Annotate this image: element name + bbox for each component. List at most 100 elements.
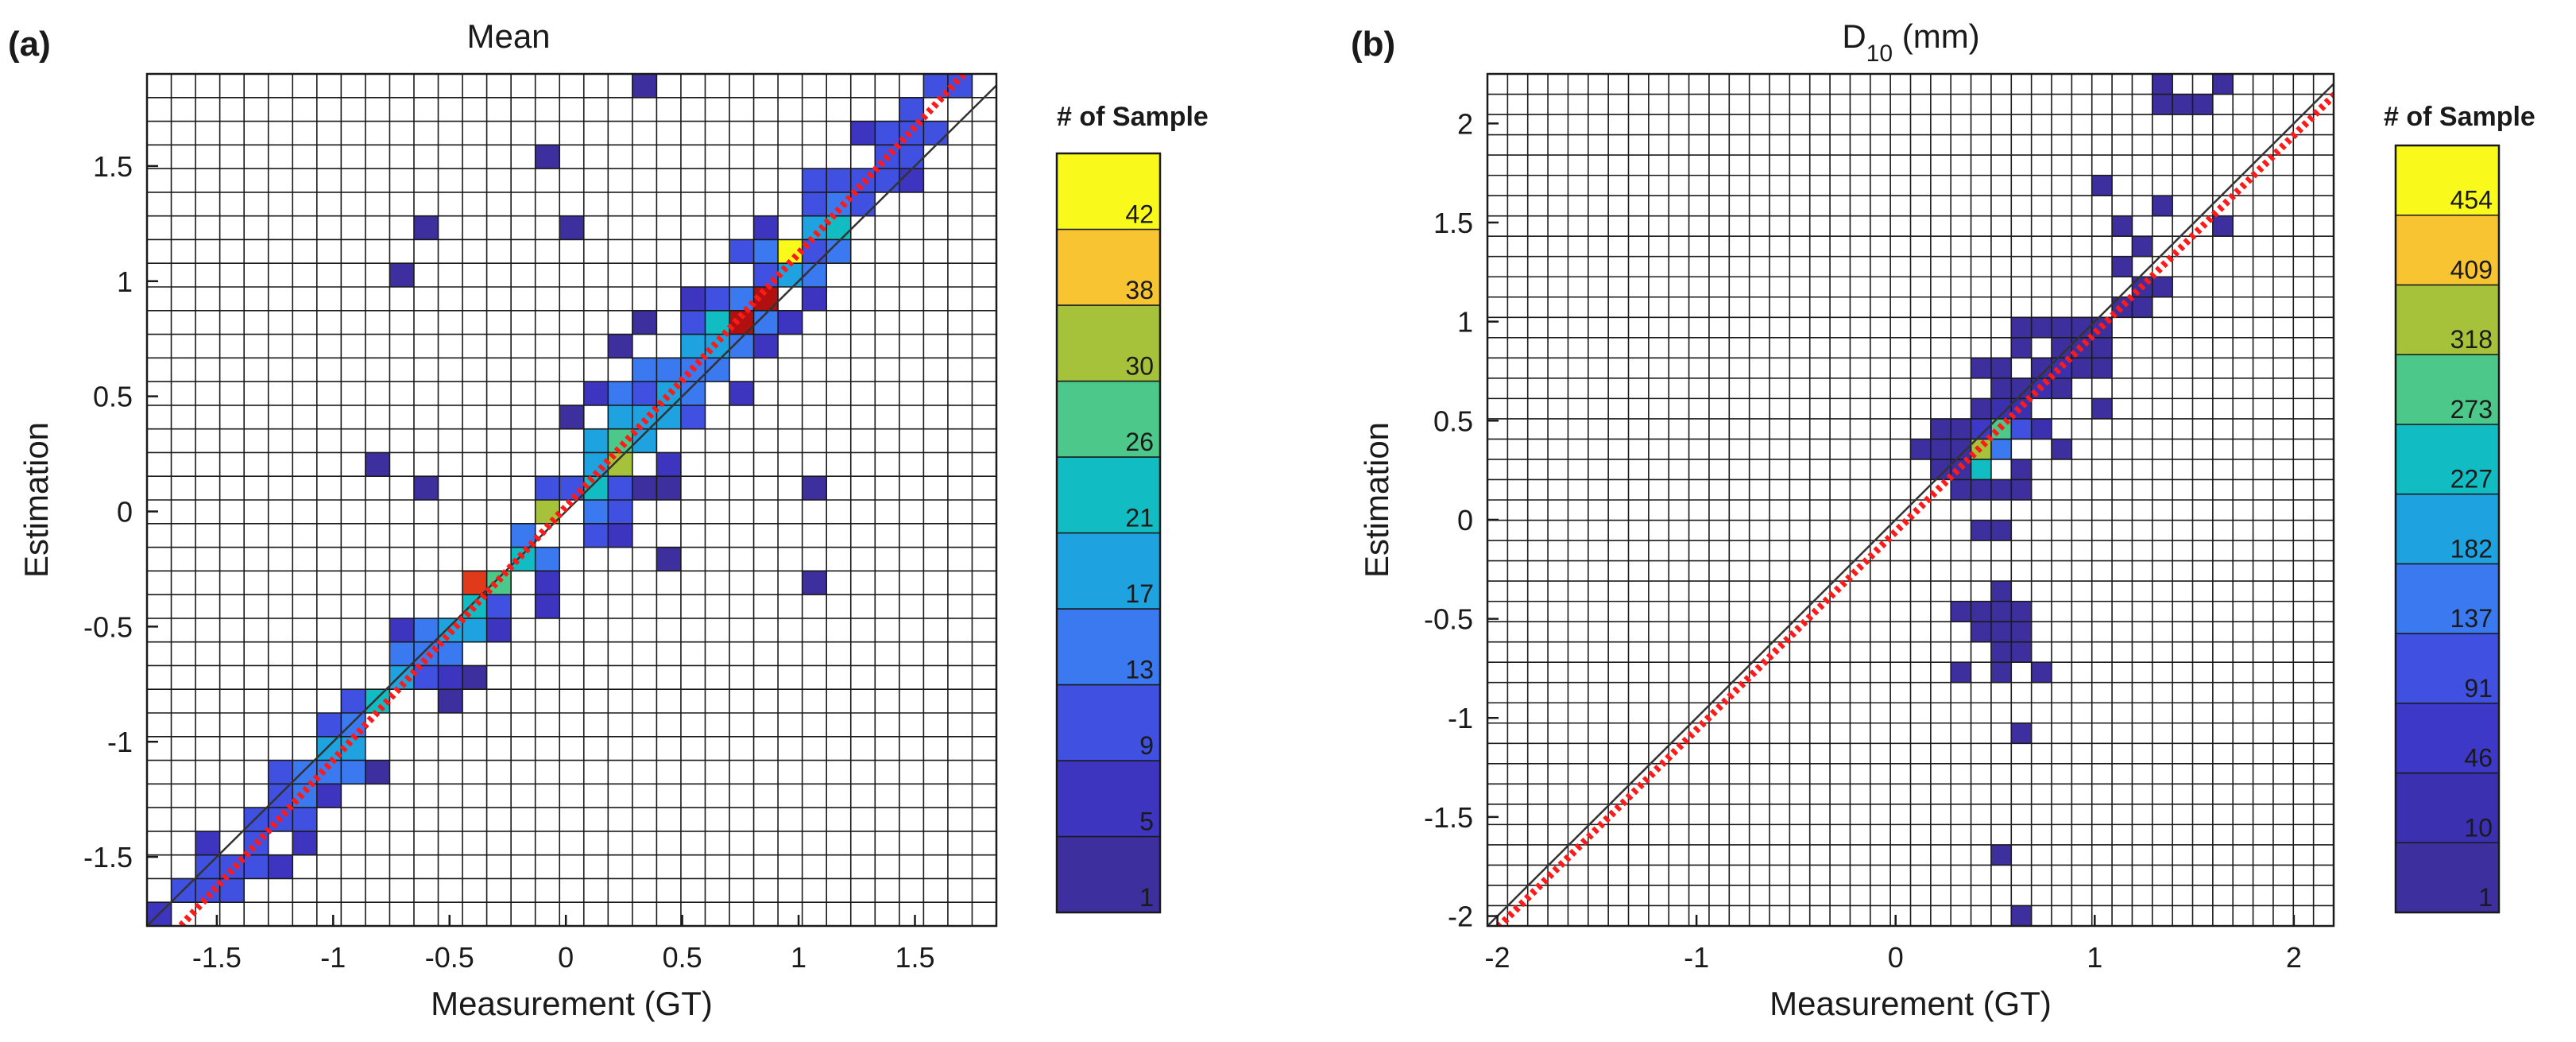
heatmap-cell [583,500,609,524]
colorbar-tick-label: 91 [2464,674,2493,703]
heatmap-cell [1930,418,1951,440]
heatmap-cell [365,452,390,477]
heatmap-cell [268,854,293,879]
heatmap-cells [1910,74,2234,926]
heatmap-cell [608,476,632,500]
colorbar-tick-label: 21 [1125,504,1154,533]
chart-title: D10 (mm) [1842,17,1979,67]
heatmap-cell [753,334,779,358]
colorbar-title: # of Sample [1057,102,1209,132]
heatmap-cell [1951,418,1971,440]
heatmap-cell [802,263,827,287]
colorbar-tick-label: 46 [2464,744,2493,773]
heatmap-cell [2052,317,2072,338]
x-tick-label: 1 [791,941,806,974]
heatmap-cell [583,382,609,405]
heatmap-cell [850,121,876,145]
heatmap-cell [753,239,779,264]
heatmap-cell [2011,622,2032,642]
heatmap-cell [1990,601,2012,622]
regression-line [176,74,969,926]
heatmap-cell [2091,398,2113,419]
heatmap-cell [341,689,366,713]
heatmap-cell [292,831,317,855]
heatmap-cell [1990,358,2012,378]
heatmap-cell [486,618,512,642]
chart-title-subscript: 10 [1866,41,1893,67]
heatmap-cell [1971,601,1991,622]
colorbar-segment [1056,228,1161,306]
colorbar-tick-label: 30 [1125,352,1154,381]
heatmap-cell [1990,520,2012,541]
heatmap-cell [486,595,512,618]
colorbar-tick-label: 17 [1125,579,1154,608]
colorbar-segment [2395,563,2500,634]
heatmap-cell [413,476,439,500]
heatmap-cell [680,334,706,358]
heatmap-cell [1990,662,2012,683]
heatmap-cell [535,145,560,169]
chart-title-main: Mean [466,17,550,55]
chart-title-suffix: (mm) [1893,17,1980,55]
x-tick-label: 0.5 [663,941,702,974]
heatmap-cell [2152,196,2173,216]
heatmap-cell [2192,94,2213,115]
heatmap-cell [778,310,803,335]
y-tick-label: 1.5 [1433,207,1473,239]
heatmap-cell [850,192,876,216]
heatmap-cell [899,145,924,169]
colorbar-segment [1056,304,1161,382]
heatmap-cell [1951,662,1971,683]
y-tick-label: -2 [1448,901,1473,933]
colorbar-title: # of Sample [2384,102,2535,132]
heatmap-cell [729,287,754,311]
heatmap-cell [535,476,560,500]
heatmap-cell [2212,215,2234,237]
colorbar-tick-label: 5 [1139,808,1154,836]
heatmap-cell [608,405,632,429]
heatmap-cell [438,689,463,713]
colorbar-segment [2395,842,2500,913]
heatmap-cell [389,263,414,287]
heatmap-cell [413,618,439,642]
heatmap-cell [923,121,948,145]
axes-frame [1486,72,2335,928]
y-tick-label: 1 [1457,306,1473,339]
heatmap-cell [632,310,657,335]
colorbar-tick-label: 273 [2450,395,2493,424]
heatmap-cell [826,215,851,240]
heatmap-cell [1990,378,2012,399]
heatmap-cell [680,405,706,429]
x-axis-label: Measurement (GT) [431,985,713,1022]
y-axis-label: Estimation [1358,422,1395,578]
y-tick-label: 0.5 [1433,405,1473,437]
y-tick-label: 0.5 [93,381,133,413]
heatmap-cell [2132,236,2152,257]
colorbar-segment [2395,493,2500,565]
heatmap-cell [1971,622,1991,642]
heatmap-cell [608,500,632,524]
heatmap-cell [632,476,657,500]
colorbar-segment [2395,284,2500,355]
heatmap-cell [2091,358,2113,378]
y-tick-label: 1 [117,265,133,298]
heatmap-cell [1951,479,1971,500]
heatmap-cell [559,215,584,240]
heatmap-cell [244,854,269,879]
y-tick-label: -1.5 [1424,801,1473,834]
y-tick-label: 2 [1457,107,1473,140]
heatmap-cell [899,97,924,122]
heatmap-cell [705,310,730,335]
heatmap-cell [1990,844,2012,866]
y-tick-label: -1 [107,726,133,758]
heatmap-cell [268,760,293,784]
heatmap-cell [899,169,924,192]
colorbar-segment [2395,633,2500,704]
heatmap-cell [462,618,487,642]
colorbar-tick-label: 9 [1139,731,1154,760]
chart-title-main: D [1842,17,1866,55]
identity-line [1487,82,2334,926]
heatmap-cell [680,287,706,311]
heatmap-cell [705,287,730,311]
heatmap-cell [2071,358,2092,378]
